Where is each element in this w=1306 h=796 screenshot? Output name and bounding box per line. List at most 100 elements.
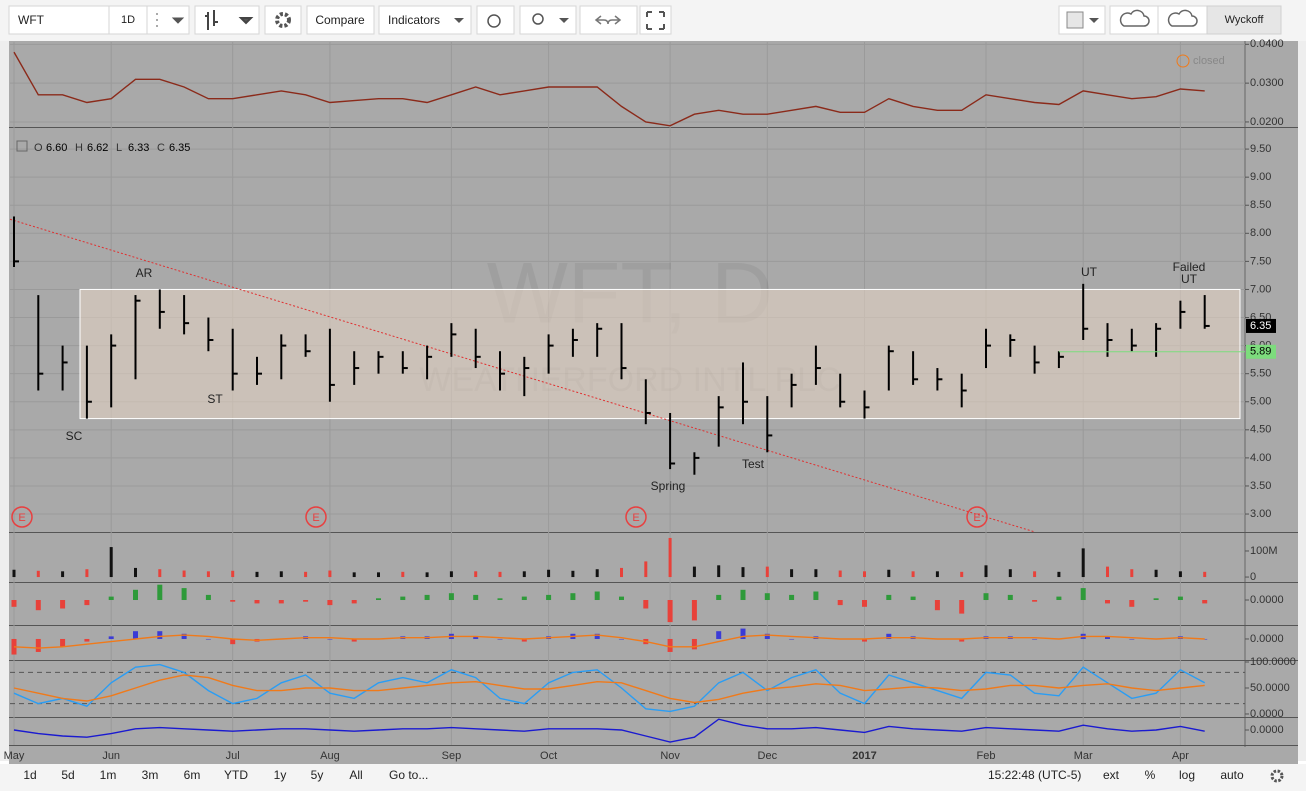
bar [278,600,284,604]
event-marker[interactable] [11,506,33,528]
bar [1057,571,1061,578]
settings-icon[interactable] [1270,769,1284,783]
y-tick-label: 50.0000 [1250,682,1290,694]
bar [1202,638,1208,640]
bar [692,566,696,578]
range-button[interactable]: 1y [274,768,287,782]
scale-option[interactable]: % [1145,768,1156,782]
annotation: Spring [651,479,686,493]
bar [1203,571,1207,578]
layout-button[interactable] [1206,5,1282,35]
y-tick-label: 3.00 [1250,508,1271,520]
bar [11,638,17,655]
scale-option[interactable]: log [1179,768,1195,782]
bar [448,593,454,601]
event-marker[interactable] [305,506,327,528]
bar [60,600,66,609]
bar [522,571,526,578]
bar [764,633,770,639]
bar [376,598,381,601]
compare-button[interactable] [306,5,375,35]
bar [254,600,260,604]
legend-label: H [75,142,83,154]
undo-redo[interactable] [579,5,638,35]
bar [11,600,17,607]
bar [521,596,527,601]
bar [813,591,819,601]
bar [181,588,187,601]
bar [351,638,357,642]
bar [181,633,187,639]
bar [424,594,430,601]
range-button[interactable]: 3m [142,768,159,782]
interval-menu[interactable] [146,5,190,35]
indicators: Indicators [388,13,440,27]
x-tick-label: Apr [1172,750,1189,762]
legend-value: 6.33 [128,142,149,154]
bar [1129,600,1135,607]
bar [887,569,891,578]
bar [230,638,236,645]
scale-option[interactable]: ext [1103,768,1120,782]
bar [60,638,66,647]
bar [133,631,138,639]
y-tick-label: 0.0000 [1250,724,1284,736]
legend-value: 6.60 [46,142,67,154]
indicators-button[interactable] [378,5,472,35]
bar [619,638,624,640]
y-tick-label: 0.0400 [1250,38,1284,50]
legend-value: 6.62 [87,142,108,154]
bar [644,561,648,578]
event-marker[interactable] [625,506,647,528]
range-button[interactable]: 5d [61,768,74,782]
bar [691,600,697,621]
range-button[interactable]: YTD [224,768,248,782]
bar [1080,588,1086,601]
bar [570,593,576,601]
bar [1032,638,1038,640]
fullscreen-button[interactable] [639,5,672,35]
series-line [13,718,1205,743]
scale-option[interactable]: auto [1220,768,1244,782]
bar [497,598,503,601]
annotation: Failed [1173,260,1206,274]
x-tick-label: 2017 [852,750,876,762]
range-button[interactable]: 5y [311,768,324,782]
bar [351,600,357,604]
bar [716,594,722,601]
bar [547,569,551,578]
y-tick-label: 8.50 [1250,199,1271,211]
bar [1105,600,1110,604]
bar [205,594,211,601]
range-button[interactable]: 1d [23,768,36,782]
bar [449,571,453,578]
y-tick-label: 7.50 [1250,255,1271,267]
range-button[interactable]: 6m [184,768,201,782]
settings-button[interactable] [264,5,302,35]
event-marker[interactable] [966,506,988,528]
y-tick-label: 9.00 [1250,171,1271,183]
price-label-box [1246,318,1276,333]
range-button[interactable]: 1m [100,768,117,782]
clock: 15:22:48 (UTC-5) [988,768,1081,782]
x-tick-label: Aug [320,750,340,762]
bar [400,596,406,601]
color-swatch [1066,11,1084,29]
ideas-button[interactable] [519,5,577,35]
bar [667,638,673,652]
alert-button[interactable] [476,5,515,35]
x-tick-label: Sep [442,750,462,762]
range-button[interactable]: All [349,768,362,782]
bar [231,570,235,578]
bar [765,566,769,578]
goto-button[interactable]: Go to... [389,768,428,782]
symbol-box[interactable] [8,5,110,35]
y-tick-label: 4.50 [1250,424,1271,436]
bar [910,596,916,601]
bar [691,638,697,650]
bar [1033,571,1037,578]
y-tick-label: 0.0200 [1250,116,1284,128]
bar [984,565,988,578]
x-tick-label: Mar [1074,750,1093,762]
